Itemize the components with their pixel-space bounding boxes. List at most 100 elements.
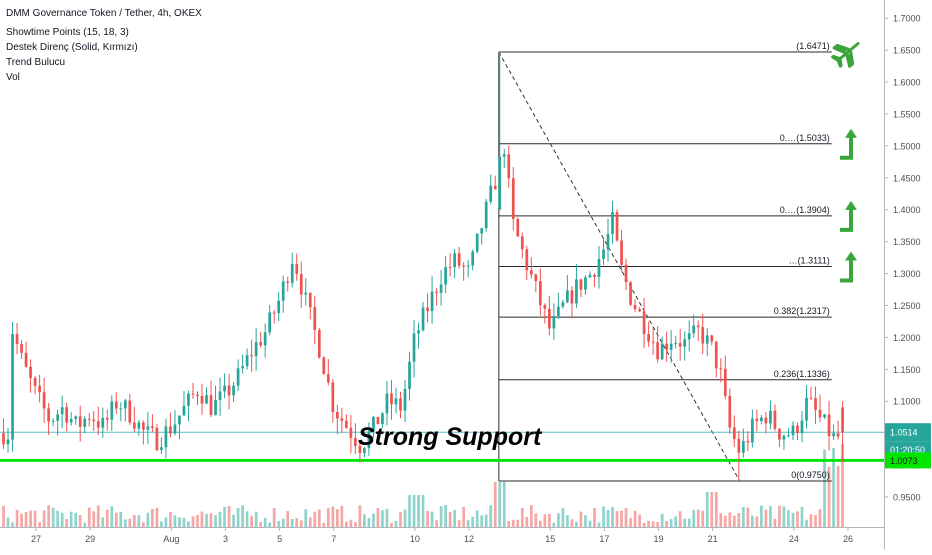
candle-body <box>615 212 619 241</box>
candle-body <box>466 265 470 267</box>
volume-bar <box>78 515 82 527</box>
volume-bar <box>367 518 371 527</box>
candle-body <box>683 339 687 347</box>
candle-body <box>83 418 87 427</box>
volume-bar <box>548 513 551 527</box>
volume-bar <box>818 509 822 527</box>
volume-bar <box>33 510 37 527</box>
volume-bar <box>588 520 592 527</box>
volume-bar <box>331 506 335 527</box>
volume-bar <box>250 515 253 527</box>
candle-body <box>421 307 425 331</box>
volume-bar <box>746 507 750 527</box>
candle-body <box>557 306 560 317</box>
candle-body <box>290 264 294 283</box>
volume-bar <box>787 510 790 527</box>
candle-body <box>516 218 520 237</box>
candle-body <box>692 325 696 334</box>
candle-body <box>507 154 511 179</box>
candle-body <box>65 407 69 423</box>
volume-bar <box>489 505 493 527</box>
candle-body <box>205 395 208 404</box>
candle-body <box>787 435 790 437</box>
time-tick-label: 26 <box>843 534 853 544</box>
candle-body <box>87 418 91 420</box>
volume-bar <box>629 518 632 527</box>
volume-bar <box>633 510 637 527</box>
up-arrow-icon <box>840 251 857 283</box>
volume-bar <box>566 515 569 527</box>
fib-level-label: 0.…(1.3904) <box>780 205 830 215</box>
candle-body <box>624 264 628 283</box>
volume-bar <box>209 513 213 527</box>
time-axis[interactable]: 27 29 Aug 3 5 7 10 12 15 17 19 21 24 26 <box>0 527 884 544</box>
candle-body <box>796 425 799 434</box>
volume-bar <box>457 520 461 527</box>
volume-bar <box>570 519 574 527</box>
time-tick-label: 10 <box>410 534 420 544</box>
indicator-showtime-points[interactable]: Showtime Points (15, 18, 3) <box>6 27 129 38</box>
volume-bar <box>737 513 741 527</box>
candle-body <box>710 335 714 342</box>
volume-bar <box>836 466 840 527</box>
candle-body <box>38 385 41 393</box>
volume-bar <box>281 518 285 527</box>
volume-bar <box>169 511 172 527</box>
volume-bar <box>399 511 402 527</box>
candle-body <box>647 334 650 342</box>
volume-bar <box>534 513 538 527</box>
volume-bar <box>841 443 844 527</box>
indicator-vol[interactable]: Vol <box>6 72 20 83</box>
volume-bar <box>65 519 69 527</box>
volume-bar <box>651 521 655 527</box>
volume-bar <box>191 516 195 527</box>
volume-bar <box>227 505 231 527</box>
volume-bar <box>335 509 339 527</box>
candle-body <box>751 418 754 443</box>
volume-bar <box>214 515 217 527</box>
candle-body <box>182 405 186 416</box>
candle-body <box>561 302 565 307</box>
volume-bar <box>349 519 353 527</box>
time-tick-label: 24 <box>789 534 799 544</box>
candle-body <box>335 411 339 419</box>
chart-title[interactable]: DMM Governance Token / Tether, 4h, OKEX <box>6 8 202 19</box>
candle-body <box>498 156 502 210</box>
volume-bar <box>394 520 398 527</box>
candle-body <box>611 212 614 235</box>
volume-bar <box>475 510 479 527</box>
volume-bar <box>205 513 208 527</box>
volume-bar <box>606 510 610 527</box>
volume-bar <box>119 511 123 527</box>
up-arrow-shape <box>840 200 857 232</box>
volume-bar <box>218 511 222 527</box>
volume-bar <box>51 507 55 527</box>
candle-body <box>841 407 844 433</box>
candle-body <box>268 312 272 333</box>
indicator-destek-direnc[interactable]: Destek Direnç (Solid, Kırmızı) <box>6 42 138 53</box>
candle-body <box>358 445 362 454</box>
candle-body <box>178 415 181 425</box>
candle-body <box>227 385 231 396</box>
volume-bar <box>561 508 565 527</box>
volume-bar <box>696 509 700 527</box>
last-price-label: 1.0514 <box>890 428 918 438</box>
strong-support-annotation[interactable]: Strong Support <box>358 423 543 451</box>
indicator-trend-bulucu[interactable]: Trend Bulucu <box>6 57 65 68</box>
candle-body <box>340 418 344 421</box>
time-tick-label: 3 <box>223 534 228 544</box>
candle-body <box>196 394 199 396</box>
volume-bar <box>557 513 560 527</box>
volume-bar <box>642 522 646 527</box>
volume-bar <box>656 521 659 527</box>
candle-body <box>444 267 447 285</box>
candles <box>2 52 844 481</box>
volume-bar <box>200 511 204 527</box>
volume-bar <box>678 511 682 527</box>
volume-bar <box>322 522 326 527</box>
volume-bar <box>105 509 109 527</box>
price-axis[interactable]: 1.7000 1.6500 1.6000 1.5500 1.5000 1.4500 1.40… <box>884 0 931 550</box>
candle-body <box>24 352 28 367</box>
